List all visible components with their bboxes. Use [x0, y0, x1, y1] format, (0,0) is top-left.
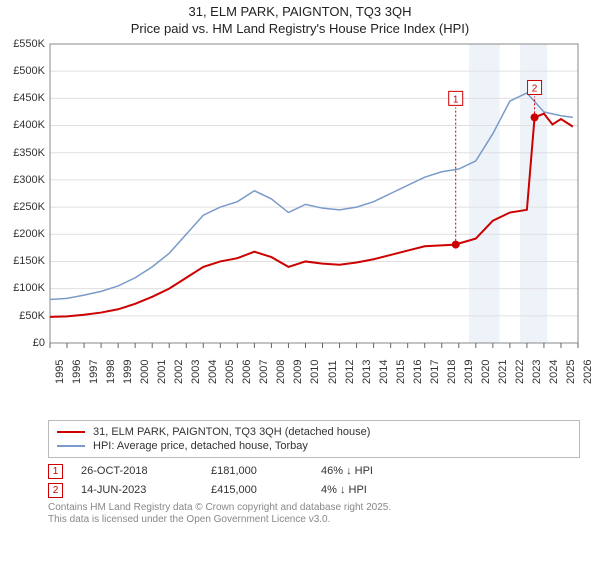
x-axis-label: 2007: [258, 359, 270, 383]
x-axis-label: 2024: [548, 359, 560, 383]
x-axis-label: 2003: [190, 359, 202, 383]
credits: Contains HM Land Registry data © Crown c…: [48, 502, 580, 527]
legend-label: HPI: Average price, detached house, Torb…: [93, 440, 308, 452]
x-axis-label: 2020: [480, 359, 492, 383]
x-axis-label: 2017: [429, 359, 441, 383]
events-table: 1 26-OCT-2018£181,00046% ↓ HPI 2 14-JUN-202…: [48, 462, 580, 500]
x-axis-label: 2021: [497, 359, 509, 383]
event-label-text: 2: [532, 83, 538, 94]
event-price: £181,000: [211, 465, 321, 477]
x-axis-label: 2006: [241, 359, 253, 383]
y-axis-label: £500K: [13, 65, 45, 77]
event-delta: 46% ↓ HPI: [321, 465, 373, 477]
y-axis-label: £100K: [13, 282, 45, 294]
title-line-1: 31, ELM PARK, PAIGNTON, TQ3 3QH: [0, 4, 600, 21]
x-axis-label: 1995: [54, 359, 66, 383]
legend-box: 31, ELM PARK, PAIGNTON, TQ3 3QH (detache…: [48, 420, 580, 458]
x-axis-label: 1998: [105, 359, 117, 383]
event-date: 14-JUN-2023: [81, 484, 211, 496]
y-axis-label: £550K: [13, 38, 45, 50]
y-axis-label: £350K: [13, 147, 45, 159]
legend-swatch: [57, 431, 85, 433]
event-delta: 4% ↓ HPI: [321, 484, 367, 496]
y-axis-label: £50K: [19, 310, 45, 322]
x-axis-label: 2010: [309, 359, 321, 383]
y-axis-label: £300K: [13, 174, 45, 186]
event-row: 2 14-JUN-2023£415,0004% ↓ HPI: [48, 481, 580, 500]
credits-line-1: Contains HM Land Registry data © Crown c…: [48, 502, 580, 515]
x-axis-label: 2004: [207, 359, 219, 383]
y-axis-label: £0: [33, 337, 45, 349]
chart-svg: 12: [0, 38, 600, 388]
y-axis-label: £250K: [13, 201, 45, 213]
legend-row: HPI: Average price, detached house, Torb…: [57, 439, 571, 453]
event-label-text: 1: [453, 94, 459, 105]
x-axis-label: 2025: [565, 359, 577, 383]
legend-row: 31, ELM PARK, PAIGNTON, TQ3 3QH (detache…: [57, 425, 571, 439]
x-axis-label: 2011: [327, 360, 339, 384]
event-date: 26-OCT-2018: [81, 465, 211, 477]
x-axis-label: 2005: [224, 359, 236, 383]
title-line-2: Price paid vs. HM Land Registry's House …: [0, 21, 600, 38]
legend-swatch: [57, 445, 85, 447]
x-axis-label: 2018: [446, 359, 458, 383]
x-axis-label: 2014: [378, 359, 390, 383]
shaded-band: [469, 44, 500, 343]
x-axis-label: 2026: [582, 359, 594, 383]
event-price: £415,000: [211, 484, 321, 496]
y-axis-label: £200K: [13, 228, 45, 240]
event-number-box: 1: [48, 464, 63, 479]
x-axis-label: 2008: [275, 359, 287, 383]
x-axis-label: 1997: [88, 359, 100, 383]
credits-line-2: This data is licensed under the Open Gov…: [48, 514, 580, 527]
legend-label: 31, ELM PARK, PAIGNTON, TQ3 3QH (detache…: [93, 426, 370, 438]
event-row: 1 26-OCT-2018£181,00046% ↓ HPI: [48, 462, 580, 481]
event-number-box: 2: [48, 483, 63, 498]
x-axis-label: 2001: [156, 359, 168, 383]
x-axis-label: 2002: [173, 359, 185, 383]
x-axis-label: 1999: [122, 359, 134, 383]
x-axis-label: 2009: [292, 359, 304, 383]
x-axis-label: 2019: [463, 359, 475, 383]
chart-area: 12 £0£50K£100K£150K£200K£250K£300K£350K£…: [0, 38, 600, 418]
y-axis-label: £150K: [13, 255, 45, 267]
x-axis-label: 2012: [344, 359, 356, 383]
x-axis-label: 2013: [361, 359, 373, 383]
x-axis-label: 2016: [412, 359, 424, 383]
x-axis-label: 2023: [531, 359, 543, 383]
chart-title: 31, ELM PARK, PAIGNTON, TQ3 3QH Price pa…: [0, 4, 600, 38]
x-axis-label: 2022: [514, 359, 526, 383]
y-axis-label: £450K: [13, 92, 45, 104]
x-axis-label: 1996: [71, 359, 83, 383]
x-axis-label: 2015: [395, 359, 407, 383]
y-axis-label: £400K: [13, 119, 45, 131]
x-axis-label: 2000: [139, 359, 151, 383]
